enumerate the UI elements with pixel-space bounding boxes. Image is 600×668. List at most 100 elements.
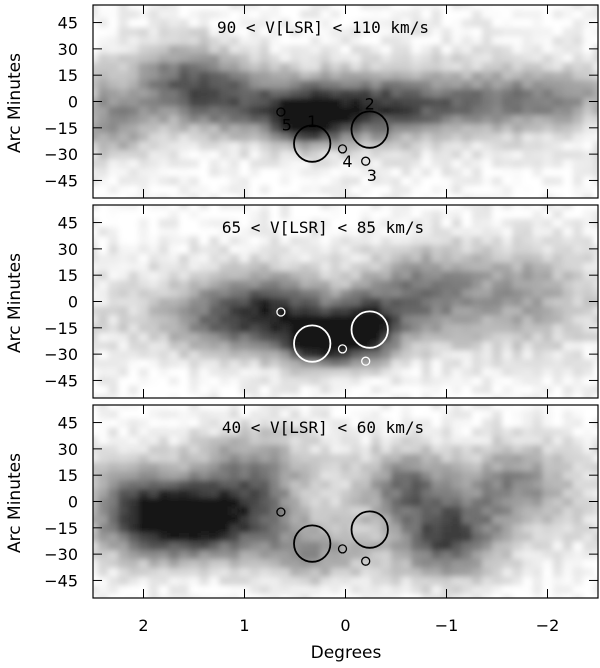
intensity-cell: [431, 226, 443, 237]
intensity-cell: [310, 184, 321, 195]
intensity-cell: [481, 235, 493, 246]
intensity-cell: [451, 349, 463, 360]
intensity-cell: [512, 158, 523, 168]
intensity-cell: [168, 5, 180, 10]
intensity-cell: [441, 523, 453, 533]
intensity-cell: [512, 79, 523, 89]
x-axis-title: Degrees: [311, 643, 382, 663]
intensity-cell: [320, 140, 331, 151]
intensity-cell: [532, 226, 544, 237]
intensity-cell: [300, 279, 311, 289]
intensity-cell: [259, 497, 271, 507]
intensity-cell: [199, 514, 210, 525]
intensity-cell: [108, 505, 119, 516]
intensity-cell: [148, 123, 160, 133]
intensity-cell: [380, 393, 392, 398]
intensity-cell: [562, 297, 574, 307]
intensity-cell: [219, 105, 230, 116]
intensity-cell: [512, 532, 523, 542]
intensity-cell: [572, 349, 584, 360]
intensity-cell: [572, 26, 584, 37]
intensity-cell: [532, 323, 544, 333]
intensity-cell: [481, 384, 493, 395]
intensity-cell: [249, 497, 261, 507]
intensity-cell: [532, 314, 544, 325]
intensity-cell: [158, 376, 170, 386]
intensity-cell: [219, 18, 230, 28]
intensity-cell: [98, 235, 109, 246]
intensity-cell: [461, 184, 473, 195]
intensity-cell: [542, 123, 554, 133]
intensity-cell: [481, 26, 493, 37]
intensity-cell: [461, 453, 473, 463]
intensity-cell: [380, 244, 392, 254]
intensity-cell: [269, 79, 281, 89]
intensity-cell: [249, 149, 261, 160]
intensity-cell: [502, 479, 513, 489]
intensity-cell: [289, 140, 301, 151]
intensity-cell: [118, 558, 129, 568]
intensity-cell: [158, 158, 170, 168]
intensity-cell: [380, 218, 392, 228]
intensity-cell: [481, 540, 493, 551]
intensity-cell: [522, 435, 533, 446]
intensity-cell: [168, 35, 180, 46]
intensity-cell: [360, 514, 372, 525]
intensity-cell: [522, 593, 533, 598]
intensity-cell: [512, 18, 523, 28]
intensity-cell: [289, 497, 301, 507]
intensity-cell: [269, 584, 281, 595]
intensity-cell: [552, 226, 564, 237]
intensity-cell: [279, 409, 291, 419]
intensity-cell: [421, 418, 432, 428]
intensity-cell: [380, 9, 392, 19]
intensity-cell: [542, 70, 554, 81]
intensity-cell: [582, 384, 594, 395]
intensity-cell: [340, 279, 352, 289]
intensity-cell: [249, 297, 261, 307]
intensity-cell: [178, 470, 190, 481]
intensity-cell: [199, 567, 210, 577]
intensity-cell: [421, 409, 432, 419]
intensity-cell: [300, 523, 311, 533]
intensity-cell: [168, 576, 180, 586]
intensity-cell: [108, 514, 119, 525]
intensity-cell: [269, 549, 281, 560]
intensity-cell: [310, 253, 321, 263]
intensity-cell: [582, 332, 594, 342]
intensity-cell: [451, 97, 463, 107]
intensity-cell: [158, 444, 170, 454]
intensity-cell: [592, 253, 598, 263]
intensity-cell: [350, 523, 362, 533]
intensity-cell: [330, 558, 342, 568]
intensity-cell: [330, 44, 342, 54]
intensity-cell: [471, 35, 483, 46]
intensity-cell: [542, 279, 554, 289]
intensity-cell: [380, 314, 392, 325]
intensity-cell: [168, 367, 180, 377]
intensity-cell: [461, 576, 473, 586]
intensity-cell: [451, 176, 463, 186]
intensity-cell: [421, 405, 432, 410]
intensity-cell: [431, 514, 443, 525]
intensity-cell: [471, 132, 483, 142]
intensity-cell: [522, 332, 533, 342]
intensity-cell: [158, 549, 170, 560]
intensity-cell: [300, 549, 311, 560]
intensity-cell: [199, 376, 210, 386]
intensity-cell: [279, 488, 291, 498]
intensity-cell: [411, 70, 422, 81]
intensity-cell: [289, 444, 301, 454]
intensity-cell: [421, 88, 432, 98]
intensity-cell: [451, 270, 463, 281]
intensity-cell: [148, 18, 160, 28]
intensity-cell: [532, 435, 544, 446]
intensity-cell: [330, 9, 342, 19]
intensity-cell: [279, 9, 291, 19]
intensity-cell: [360, 332, 372, 342]
intensity-cell: [158, 540, 170, 551]
intensity-cell: [350, 584, 362, 595]
intensity-cell: [118, 340, 129, 351]
intensity-cell: [300, 44, 311, 54]
intensity-cell: [239, 26, 251, 37]
